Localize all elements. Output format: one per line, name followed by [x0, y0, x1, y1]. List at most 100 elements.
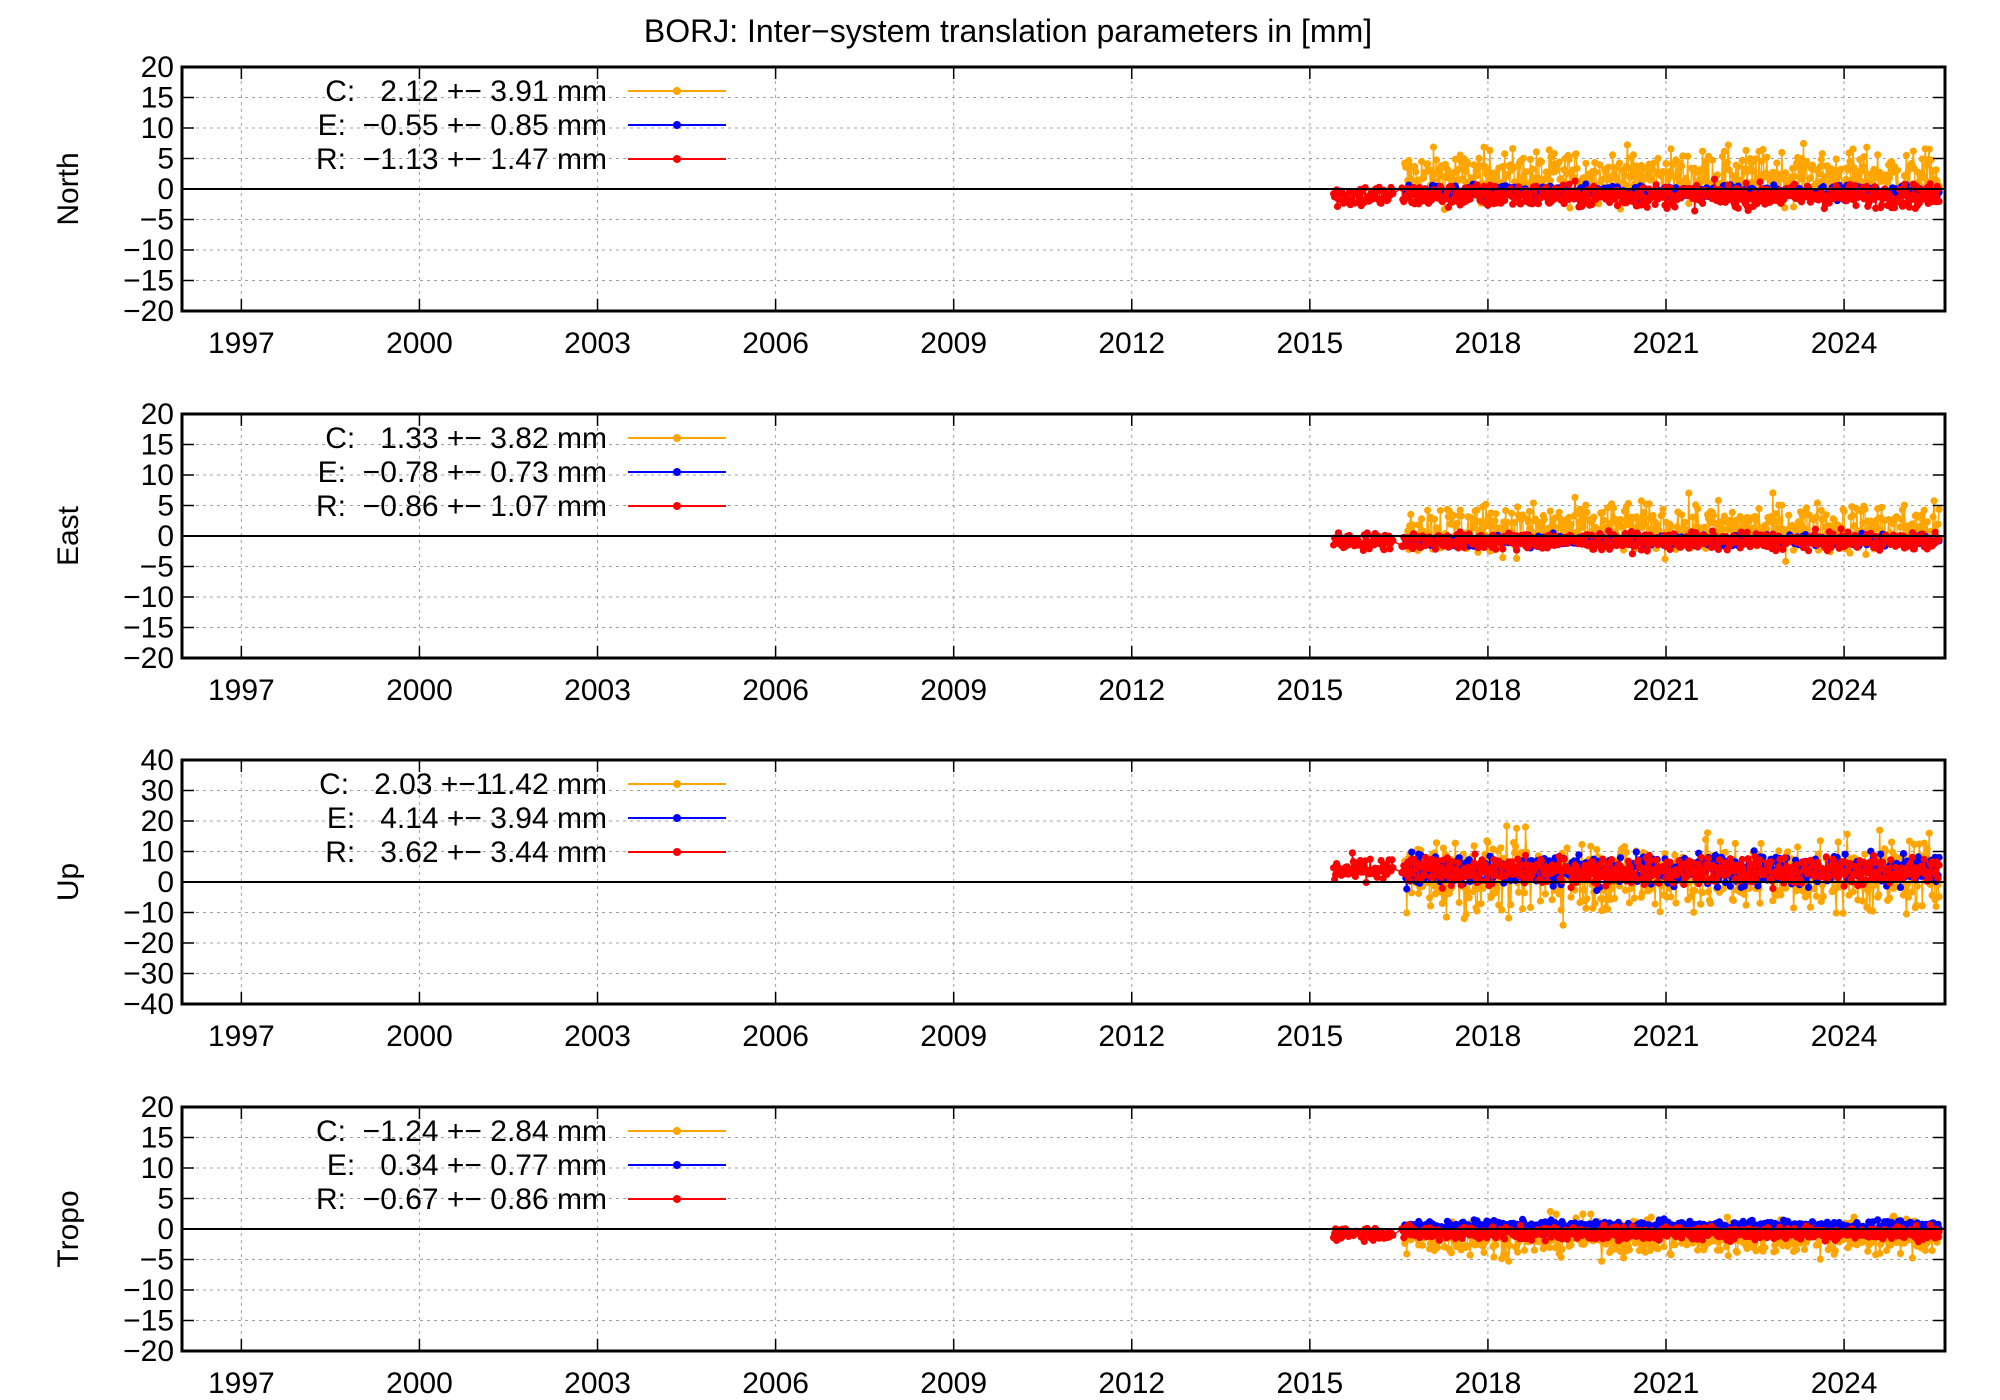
data-point-r: [1613, 202, 1622, 210]
data-point-c: [1772, 510, 1780, 518]
data-point-c: [1688, 892, 1696, 900]
data-point-r: [1659, 193, 1667, 201]
data-point-c: [1816, 837, 1824, 845]
data-point-c: [1449, 511, 1457, 520]
data-point-r: [1389, 190, 1397, 198]
series-r: [1330, 525, 1943, 558]
data-point-c: [1526, 903, 1535, 912]
series-r: [1330, 849, 1943, 893]
data-point-c: [1405, 156, 1413, 165]
data-point-c: [1844, 166, 1852, 174]
data-point-c: [1923, 518, 1931, 526]
data-point-r: [1588, 200, 1596, 208]
data-point-c: [1671, 173, 1679, 181]
data-point-r: [1852, 201, 1860, 210]
data-point-r: [1699, 199, 1707, 207]
data-point-c: [1790, 904, 1798, 912]
data-point-c: [1507, 901, 1515, 909]
data-point-e: [1877, 850, 1885, 858]
data-point-c: [1647, 174, 1655, 182]
data-point-c: [1476, 518, 1484, 526]
data-point-c: [1439, 844, 1447, 852]
data-point-e: [1616, 854, 1625, 862]
data-point-c: [1609, 151, 1617, 159]
y-tick-label: −10: [123, 581, 174, 614]
data-point-c: [1808, 161, 1816, 169]
data-point-c: [1863, 143, 1871, 151]
data-point-c: [1615, 159, 1624, 167]
data-point-c: [1750, 167, 1758, 175]
data-point-c: [1724, 141, 1732, 149]
data-point-c: [1440, 893, 1448, 902]
data-point-c: [1600, 175, 1608, 183]
data-point-c: [1908, 520, 1916, 528]
data-point-c: [1442, 913, 1450, 921]
data-point-r: [1438, 884, 1446, 892]
data-point-r: [1571, 177, 1579, 185]
data-point-c: [1897, 515, 1906, 524]
data-point-c: [1604, 905, 1612, 913]
legend-marker-r: [673, 155, 681, 163]
data-point-c: [1813, 499, 1821, 507]
data-point-r: [1666, 545, 1674, 554]
data-point-c: [1750, 524, 1758, 532]
data-point-c: [1536, 897, 1544, 905]
data-point-c: [1918, 902, 1926, 910]
x-tick-label: 2021: [1633, 674, 1700, 707]
y-tick-label: 10: [141, 459, 174, 492]
data-point-c: [1913, 882, 1921, 890]
data-point-c: [1511, 178, 1519, 186]
data-point-c: [1488, 523, 1496, 531]
data-point-c: [1763, 525, 1771, 533]
data-point-c: [1465, 894, 1473, 902]
data-point-r: [1693, 181, 1701, 190]
data-point-c: [1662, 160, 1670, 168]
data-point-c: [1492, 510, 1500, 518]
data-point-c: [1861, 850, 1869, 858]
data-point-e: [1632, 848, 1640, 856]
data-point-r: [1365, 545, 1373, 553]
data-point-c: [1925, 829, 1933, 837]
data-point-c: [1701, 523, 1709, 532]
data-point-c: [1509, 145, 1517, 153]
x-tick-label: 2015: [1276, 674, 1343, 707]
data-point-c: [1582, 501, 1590, 509]
data-point-c: [1908, 888, 1916, 896]
data-point-c: [1817, 506, 1825, 514]
data-point-c: [1420, 174, 1428, 182]
data-point-r: [1534, 200, 1542, 208]
data-point-c: [1511, 518, 1519, 527]
data-point-r: [1533, 861, 1541, 870]
data-point-r: [1779, 545, 1787, 554]
data-point-c: [1455, 898, 1463, 907]
data-point-r: [1537, 857, 1545, 865]
data-point-c: [1685, 489, 1693, 497]
data-point-c: [1862, 550, 1870, 559]
data-point-c: [1701, 162, 1709, 170]
data-point-c: [1572, 150, 1580, 158]
data-point-c: [1846, 157, 1854, 165]
data-point-c: [1900, 501, 1908, 509]
data-point-c: [1920, 839, 1928, 847]
data-point-r: [1589, 858, 1597, 866]
data-point-c: [1817, 155, 1825, 163]
data-point-c: [1555, 158, 1563, 166]
data-point-r: [1457, 881, 1465, 889]
data-point-c: [1641, 521, 1649, 529]
data-point-c: [1515, 888, 1523, 896]
data-point-c: [1486, 146, 1494, 154]
data-point-c: [1610, 504, 1618, 512]
data-point-r: [1655, 879, 1663, 887]
data-point-c: [1484, 838, 1492, 847]
legend-label-r: R: −0.86 +− 1.07 mm: [316, 490, 607, 523]
data-point-c: [1784, 848, 1792, 856]
data-points: [1330, 139, 1943, 215]
data-point-c: [1583, 508, 1591, 516]
data-point-r: [1466, 195, 1474, 203]
data-point-c: [1902, 151, 1910, 159]
data-point-c: [1572, 510, 1580, 518]
x-tick-label: 2018: [1455, 674, 1522, 707]
data-point-c: [1870, 882, 1878, 890]
data-point-c: [1740, 890, 1748, 898]
data-point-c: [1798, 512, 1807, 520]
